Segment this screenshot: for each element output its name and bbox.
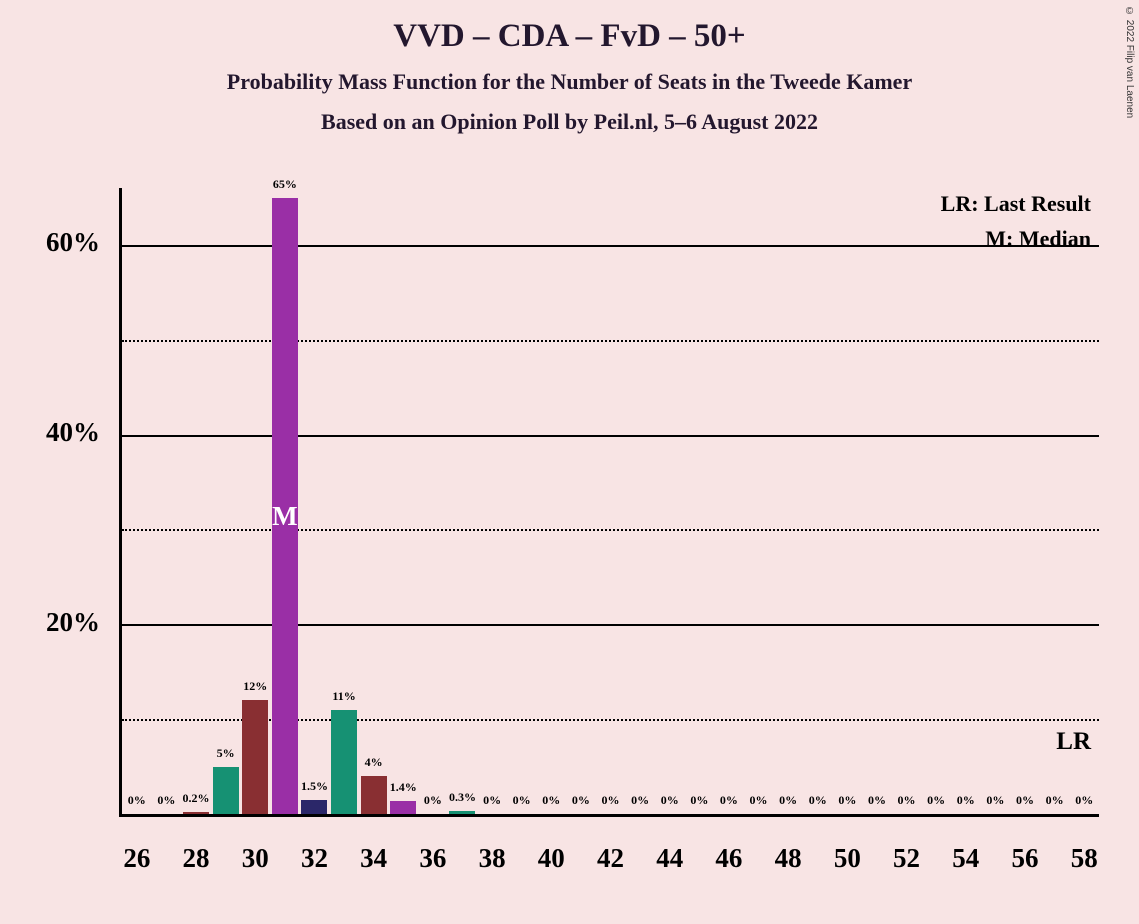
gridline-minor [122,340,1099,342]
bar-label: 0% [868,793,886,808]
x-tick-label: 42 [581,843,641,874]
x-tick-label: 32 [284,843,344,874]
bar-label: 1.4% [390,780,417,795]
bar-label: 0% [1046,793,1064,808]
x-tick-label: 44 [640,843,700,874]
bar-label: 0% [128,793,146,808]
chart-subtitle-1: Probability Mass Function for the Number… [0,69,1139,95]
bar-label: 4% [365,755,383,770]
legend-item: M: Median [985,226,1091,252]
x-tick-label: 56 [995,843,1055,874]
y-axis [119,188,122,817]
lr-label: LR [1056,728,1091,756]
bar-label: 11% [332,689,355,704]
bar-label: 0% [779,793,797,808]
bar [301,800,327,814]
bar-label: 0% [1016,793,1034,808]
bar-label: 0% [838,793,856,808]
y-tick-label: 20% [20,607,100,638]
bar-label: 0% [602,793,620,808]
median-mark: M [272,501,297,532]
bar-label: 0% [986,793,1004,808]
bar-label: 12% [243,679,267,694]
bar-label: 0% [483,793,501,808]
chart-title: VVD – CDA – FvD – 50+ [0,18,1139,55]
x-tick-label: 58 [1054,843,1114,874]
bar-label: 0% [898,793,916,808]
x-tick-label: 54 [936,843,996,874]
bar-label: 0% [572,793,590,808]
gridline-minor [122,719,1099,721]
x-tick-label: 26 [107,843,167,874]
x-tick-label: 52 [877,843,937,874]
bar-label: 0% [690,793,708,808]
bar [449,811,475,814]
x-axis [119,814,1099,817]
chart-title-block: VVD – CDA – FvD – 50+ Probability Mass Fu… [0,18,1139,135]
bar [242,700,268,814]
bar-label: 0% [661,793,679,808]
bar-label: 0% [1075,793,1093,808]
bar-label: 0% [631,793,649,808]
gridline-major [122,624,1099,626]
bar [183,812,209,814]
x-tick-label: 50 [817,843,877,874]
x-tick-label: 36 [403,843,463,874]
copyright-text: © 2022 Filip van Laenen [1124,6,1135,118]
x-tick-label: 48 [758,843,818,874]
x-tick-label: 38 [462,843,522,874]
gridline-minor [122,529,1099,531]
bar-label: 0% [542,793,560,808]
gridline-major [122,435,1099,437]
bar [390,801,416,814]
bar-label: 1.5% [301,779,328,794]
bar-label: 0% [157,793,175,808]
chart-canvas: VVD – CDA – FvD – 50+ Probability Mass Fu… [0,0,1139,924]
x-tick-label: 46 [699,843,759,874]
bar-label: 0% [513,793,531,808]
bar-label: 0% [957,793,975,808]
legend-item: LR: Last Result [941,191,1091,217]
x-tick-label: 28 [166,843,226,874]
bar-label: 0% [720,793,738,808]
bar-label: 65% [273,177,297,192]
x-tick-label: 34 [344,843,404,874]
bar-label: 0% [927,793,945,808]
plot-area: 20%40%60%2628303234363840424446485052545… [122,188,1099,814]
bar [361,776,387,814]
bar-label: 0% [750,793,768,808]
y-tick-label: 40% [20,417,100,448]
bar-label: 0.3% [449,790,476,805]
gridline-major [122,245,1099,247]
y-tick-label: 60% [20,227,100,258]
bar-label: 0.2% [183,791,210,806]
bar-label: 5% [217,746,235,761]
x-tick-label: 30 [225,843,285,874]
bar-label: 0% [424,793,442,808]
bar [331,710,357,814]
bar [213,767,239,814]
chart-subtitle-2: Based on an Opinion Poll by Peil.nl, 5–6… [0,109,1139,135]
bar-label: 0% [809,793,827,808]
x-tick-label: 40 [521,843,581,874]
